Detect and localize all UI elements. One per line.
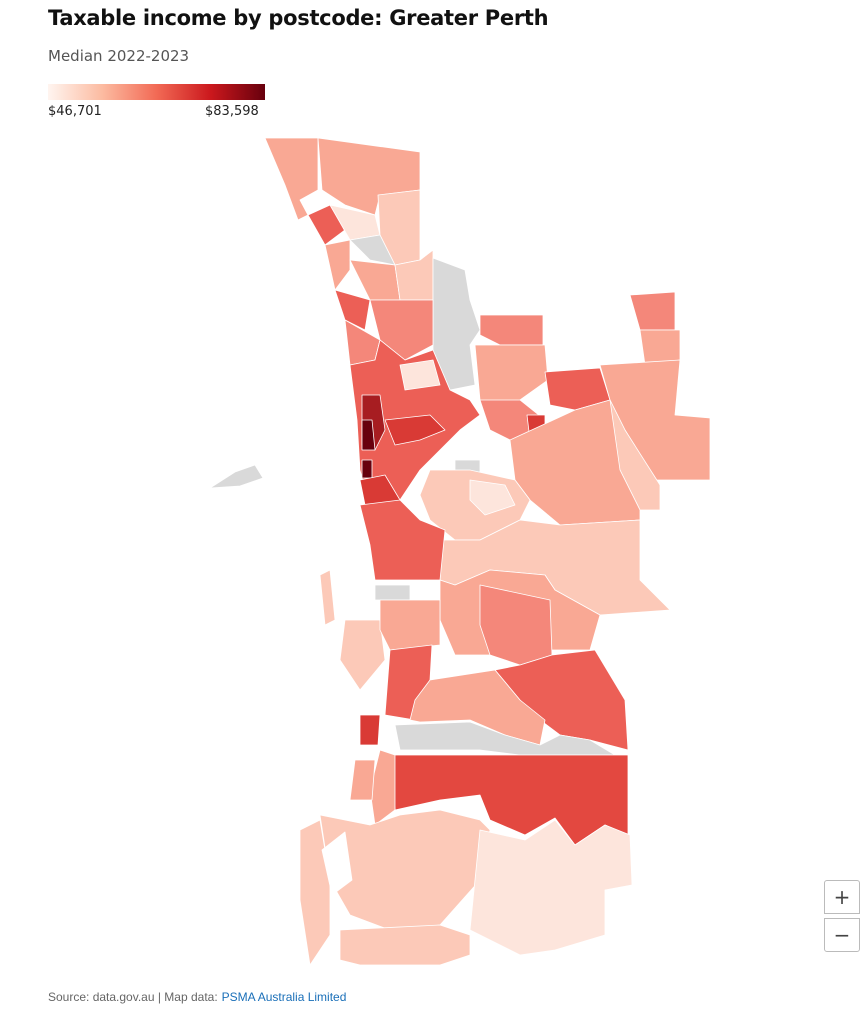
postcode-area	[394, 721, 616, 756]
postcode-areas	[209, 137, 711, 966]
postcode-area	[319, 569, 336, 626]
zoom-in-button[interactable]: +	[824, 880, 860, 914]
postcode-area	[361, 459, 373, 479]
postcode-area	[629, 291, 676, 331]
source-text: Source: data.gov.au | Map data:	[48, 990, 218, 1004]
source-link[interactable]: PSMA Australia Limited	[221, 990, 347, 1004]
postcode-area	[399, 359, 441, 391]
postcode-area	[339, 924, 471, 966]
water	[321, 831, 353, 896]
postcode-area	[379, 599, 441, 651]
footer: Source: data.gov.au | Map data: PSMA Aust…	[48, 990, 346, 1004]
postcode-area	[299, 819, 331, 966]
legend-gradient	[48, 84, 265, 100]
title: Taxable income by postcode: Greater Pert…	[48, 6, 549, 30]
postcode-area	[334, 289, 371, 331]
postcode-area	[469, 819, 633, 956]
postcode-area	[349, 759, 376, 801]
legend-max-label: $83,598	[205, 104, 259, 119]
postcode-area	[359, 714, 381, 746]
postcode-area	[339, 619, 386, 691]
postcode-area	[324, 239, 351, 291]
island	[209, 464, 264, 489]
subtitle: Median 2022-2023	[48, 47, 190, 65]
postcode-area	[264, 137, 319, 221]
postcode-area	[384, 414, 446, 446]
postcode-area	[374, 584, 411, 601]
postcode-area	[389, 754, 629, 846]
postcode-area	[317, 137, 421, 216]
postcode-area	[479, 314, 544, 346]
postcode-area	[469, 479, 516, 516]
postcode-area	[349, 259, 401, 301]
postcode-area	[639, 329, 681, 366]
legend-min-label: $46,701	[48, 104, 102, 119]
zoom-out-button[interactable]: −	[824, 918, 860, 952]
map	[209, 137, 711, 966]
postcode-area	[369, 299, 434, 361]
postcode-area	[361, 419, 376, 451]
